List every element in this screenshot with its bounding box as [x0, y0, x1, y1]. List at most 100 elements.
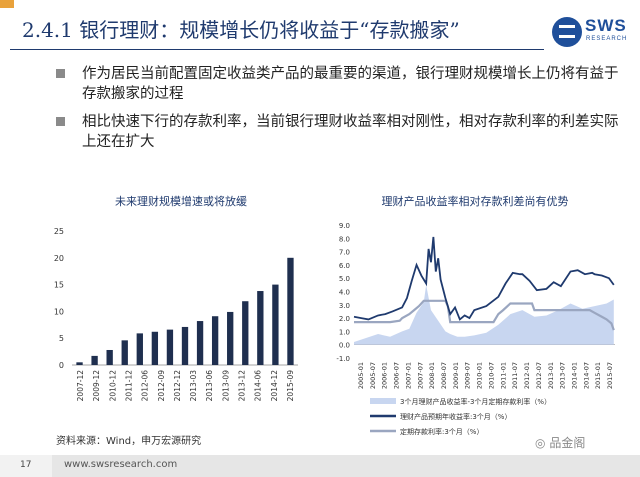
x-tick-label: 2012-01 [523, 362, 531, 389]
x-tick-label: 2012-12 [173, 370, 182, 402]
x-tick-label: 2011-01 [499, 362, 507, 389]
deposit-rate-line [354, 299, 615, 331]
logo-subtext: RESEARCH [586, 36, 628, 42]
bar [287, 257, 294, 365]
y-tick-label: 25 [54, 227, 64, 236]
x-tick-label: 2009-07 [464, 362, 472, 389]
x-tick-label: 2009-12 [92, 370, 101, 402]
bullet-list: 作为居民当前配置固定收益类产品的最重要的渠道，银行理财规模增长上仍将有益于存款搬… [56, 64, 626, 160]
corner-accent [0, 0, 14, 8]
x-tick-label: 2013-01 [547, 362, 555, 389]
x-tick-label: 2015-01 [594, 362, 602, 389]
footer-page-box: 17 [0, 455, 52, 477]
x-tick-label: 2014-01 [570, 362, 578, 389]
bullet-text: 作为居民当前配置固定收益类产品的最重要的渠道，银行理财规模增长上仍将有益于存款搬… [82, 66, 619, 102]
x-tick-label: 2013-06 [205, 370, 214, 402]
y-tick-label: 0.0 [339, 342, 350, 350]
bar [151, 331, 159, 365]
page-number: 17 [20, 460, 32, 470]
bar [181, 326, 189, 365]
y-tick-label: 20 [54, 254, 64, 263]
x-tick-label: 2014-07 [582, 362, 590, 389]
x-tick-label: 2010-01 [476, 362, 484, 389]
x-tick-label: 2009-01 [452, 362, 460, 389]
x-tick-label: 2010-12 [108, 370, 117, 402]
bar [166, 329, 174, 365]
sws-logo: SWS RESEARCH [552, 14, 636, 54]
x-tick-label: 2005-07 [369, 362, 377, 389]
logo-text: SWS [585, 16, 627, 35]
title-divider [10, 49, 544, 50]
watermark: ◎ 品金阁 [535, 434, 585, 451]
bar [121, 340, 128, 365]
bar [91, 355, 98, 365]
y-tick-label: 7.0 [339, 249, 350, 257]
bar [227, 311, 234, 365]
y-tick-label: 0 [59, 361, 64, 370]
line-chart: 9.0 8.0 7.0 6.0 5.0 4.0 3.0 2.0 1.0 0.0 -1.0 2005-0… [336, 222, 615, 436]
wealth-yield-line [353, 236, 615, 321]
x-tick-label: 2014-06 [254, 370, 263, 402]
x-tick-label: 2012-06 [141, 370, 150, 402]
bar [76, 362, 83, 365]
x-tick-label: 2013-09 [221, 370, 230, 402]
x-tick-label: 2012-07 [535, 362, 543, 389]
bar [242, 301, 249, 365]
bar [211, 316, 219, 365]
x-tick-label: 2010-07 [487, 362, 495, 389]
x-tick-label: 2015-07 [606, 362, 614, 389]
bullet-item: 作为居民当前配置固定收益类产品的最重要的渠道，银行理财规模增长上仍将有益于存款搬… [56, 64, 626, 104]
bullet-item: 相比快速下行的存款利率，当前银行理财收益率相对刚性，相对存款利率的利差实际上还在… [56, 112, 626, 152]
spread-area [354, 284, 614, 345]
x-tick-label: 2013-12 [238, 370, 247, 402]
y-tick-label: 8.0 [339, 235, 350, 243]
y-tick-label: 2.0 [339, 315, 350, 323]
bar [106, 349, 113, 365]
x-tick-label: 2008-07 [440, 362, 448, 389]
x-tick-label: 2007-07 [416, 362, 424, 389]
x-tick-label: 2008-01 [428, 362, 436, 389]
y-tick-label: -1.0 [336, 355, 350, 363]
y-tick-label: 15 [54, 281, 64, 290]
x-tick-label: 2007-01 [404, 362, 412, 389]
footer-bar: 17 www.swsresearch.com [0, 455, 640, 477]
y-tick-label: 5.0 [339, 275, 350, 283]
x-tick-label: 2005-01 [357, 362, 365, 389]
wechat-icon: ◎ [535, 436, 546, 450]
x-tick-label: 2006-01 [381, 362, 389, 389]
bar [136, 333, 143, 365]
line-chart-title: 理财产品收益率相对存款利差尚有优势 [381, 195, 569, 208]
source-note: 资料来源：Wind，申万宏源研究 [56, 436, 202, 447]
x-tick-label: 2011-12 [125, 370, 134, 402]
y-tick-label: 6.0 [339, 262, 350, 270]
y-tick-label: 4.0 [339, 289, 350, 297]
legend-label: 3个月理财产品收益率-3个月定期存款利率（%） [400, 397, 551, 406]
y-tick-label: 1.0 [339, 328, 350, 336]
watermark-text: 品金阁 [549, 436, 586, 450]
bar [272, 284, 279, 365]
legend-label: 定期存款利率:3个月（%） [400, 427, 483, 436]
bar-chart-title: 未来理财规模增速或将放缓 [115, 195, 247, 208]
y-tick-label: 3.0 [339, 302, 350, 310]
legend-label: 理财产品预期年收益率:3个月（%） [400, 412, 511, 421]
x-tick-label: 2006-07 [393, 362, 401, 389]
logo-mark-icon [552, 17, 582, 47]
footer-url[interactable]: www.swsresearch.com [64, 459, 178, 470]
y-tick-label: 10 [54, 307, 64, 316]
page-title: 2.4.1 银行理财：规模增长仍将收益于“存款搬家” [22, 18, 460, 42]
x-tick-label: 2011-07 [511, 362, 519, 389]
x-tick-label: 2012-09 [157, 370, 166, 402]
bar [196, 321, 204, 365]
x-tick-label: 2013-07 [559, 362, 567, 389]
x-tick-label: 2007-12 [76, 370, 85, 402]
y-tick-label: 5 [59, 334, 64, 343]
y-tick-label: 9.0 [339, 222, 350, 230]
x-tick-label: 2014-12 [270, 370, 279, 402]
x-tick-label: 2013-03 [189, 370, 198, 402]
square-bullet-icon [56, 117, 65, 126]
square-bullet-icon [56, 69, 65, 78]
bar [257, 291, 264, 365]
x-tick-label: 2015-09 [286, 370, 295, 402]
bullet-text: 相比快速下行的存款利率，当前银行理财收益率相对刚性，相对存款利率的利差实际上还在… [82, 114, 619, 150]
bar-chart: 0 5 10 15 20 25 2007-12 2009-12 2010-12 2011-12 20… [54, 227, 298, 402]
